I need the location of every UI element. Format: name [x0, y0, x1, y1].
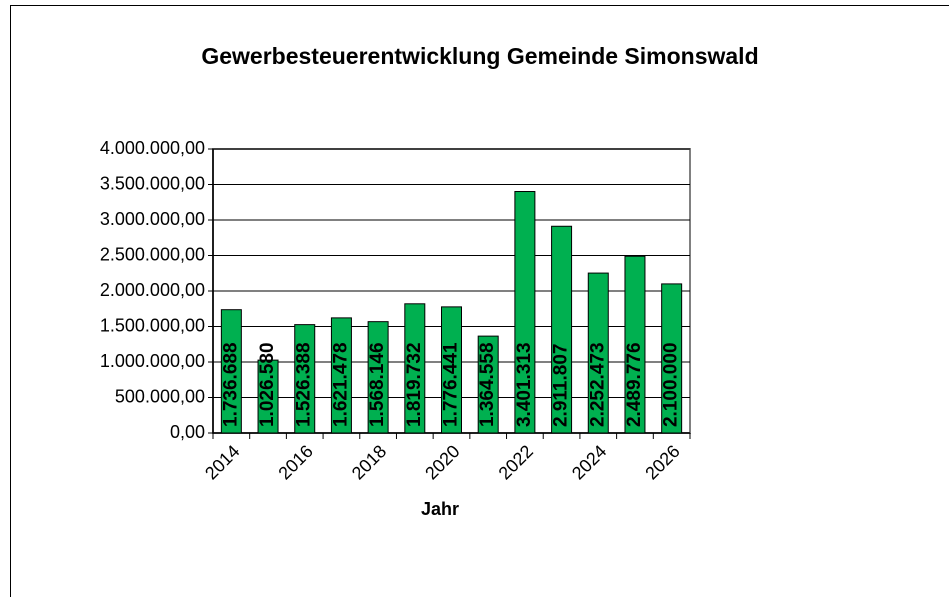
y-tick-label: 2.500.000,00 [100, 244, 205, 264]
y-tick-label: 4.000.000,00 [100, 138, 205, 158]
bar [624, 255, 646, 434]
value-label: 2.100.000 [661, 342, 682, 427]
bar [514, 191, 536, 434]
bar [220, 309, 242, 434]
value-label: 1.819.732 [404, 342, 425, 427]
y-tick-label: 3.500.000,00 [100, 173, 205, 193]
value-label: 1.776.441 [441, 342, 462, 427]
chart-title: Gewerbesteuerentwicklung Gemeinde Simons… [201, 43, 758, 69]
value-label: 1.026.580 [257, 342, 278, 427]
bar [441, 306, 462, 434]
x-axis-title: Jahr [421, 499, 459, 519]
value-label: 1.736.688 [220, 342, 241, 427]
bar [661, 283, 683, 434]
bar [257, 359, 279, 434]
value-label: 2.489.776 [624, 342, 645, 427]
value-label: 2.252.473 [587, 342, 608, 427]
value-label: 1.621.478 [330, 342, 351, 427]
y-tick-label: 1.000.000,00 [100, 351, 205, 371]
bar [330, 317, 352, 434]
value-label: 2.911.807 [551, 344, 572, 427]
y-tick-label: 1.500.000,00 [100, 315, 205, 335]
bar [404, 303, 426, 434]
bar [551, 225, 573, 434]
bar [294, 324, 316, 434]
y-tick-label: 500.000,00 [115, 386, 205, 406]
y-tick-label: 3.000.000,00 [100, 209, 205, 229]
y-tick-label: 2.000.000,00 [100, 280, 205, 300]
value-label: 1.568.146 [367, 342, 388, 427]
value-label: 1.526.388 [294, 342, 315, 427]
y-tick-label: 0,00 [170, 422, 205, 442]
value-label: 1.364.558 [477, 342, 498, 427]
bar [367, 321, 389, 434]
value-label: 3.401.313 [514, 342, 535, 427]
bar [477, 335, 499, 434]
bar [587, 272, 609, 434]
